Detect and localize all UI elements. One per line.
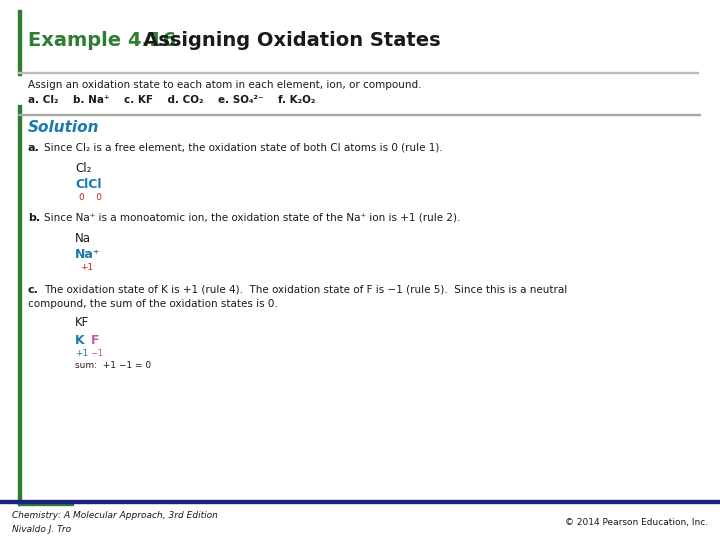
Text: Cl₂: Cl₂ [75, 161, 91, 174]
Bar [18, 10, 21, 75]
Text: Na⁺: Na⁺ [75, 248, 101, 261]
Text: b.: b. [28, 213, 40, 223]
Text: sum:  +1 −1 = 0: sum: +1 −1 = 0 [75, 361, 151, 370]
Text: © 2014 Pearson Education, Inc.: © 2014 Pearson Education, Inc. [565, 517, 708, 526]
Text: Assigning Oxidation States: Assigning Oxidation States [123, 30, 441, 50]
Bar [18, 502, 73, 505]
Bar [18, 72, 698, 73]
Bar [0, 500, 720, 503]
Text: Na: Na [75, 232, 91, 245]
Text: −1: −1 [90, 348, 103, 357]
Text: compound, the sum of the oxidation states is 0.: compound, the sum of the oxidation state… [28, 299, 278, 309]
Text: +1: +1 [80, 264, 94, 273]
Bar [18, 105, 21, 505]
Text: Chemistry: A Molecular Approach, 3rd Edition: Chemistry: A Molecular Approach, 3rd Edi… [12, 510, 218, 519]
Text: c.: c. [28, 285, 39, 295]
Text: ClCl: ClCl [75, 179, 102, 192]
Text: KF: KF [75, 316, 89, 329]
Text: Assign an oxidation state to each atom in each element, ion, or compound.: Assign an oxidation state to each atom i… [28, 80, 421, 90]
Text: Since Cl₂ is a free element, the oxidation state of both Cl atoms is 0 (rule 1).: Since Cl₂ is a free element, the oxidati… [44, 143, 443, 153]
Text: K: K [75, 334, 85, 347]
Text: Since Na⁺ is a monoatomic ion, the oxidation state of the Na⁺ ion is +1 (rule 2): Since Na⁺ is a monoatomic ion, the oxida… [44, 213, 460, 223]
Text: Nivaldo J. Tro: Nivaldo J. Tro [12, 525, 71, 535]
Text: Example 4.16: Example 4.16 [28, 30, 176, 50]
Text: The oxidation state of K is +1 (rule 4).  The oxidation state of F is −1 (rule 5: The oxidation state of K is +1 (rule 4).… [44, 285, 567, 295]
Text: 0    0: 0 0 [79, 193, 102, 202]
Text: F: F [91, 334, 99, 347]
Text: Solution: Solution [28, 120, 99, 136]
Text: a. Cl₂    b. Na⁺    c. KF    d. CO₂    e. SO₄²⁻    f. K₂O₂: a. Cl₂ b. Na⁺ c. KF d. CO₂ e. SO₄²⁻ f. K… [28, 95, 315, 105]
Bar [18, 114, 700, 115]
Text: +1: +1 [75, 348, 89, 357]
Text: a.: a. [28, 143, 40, 153]
